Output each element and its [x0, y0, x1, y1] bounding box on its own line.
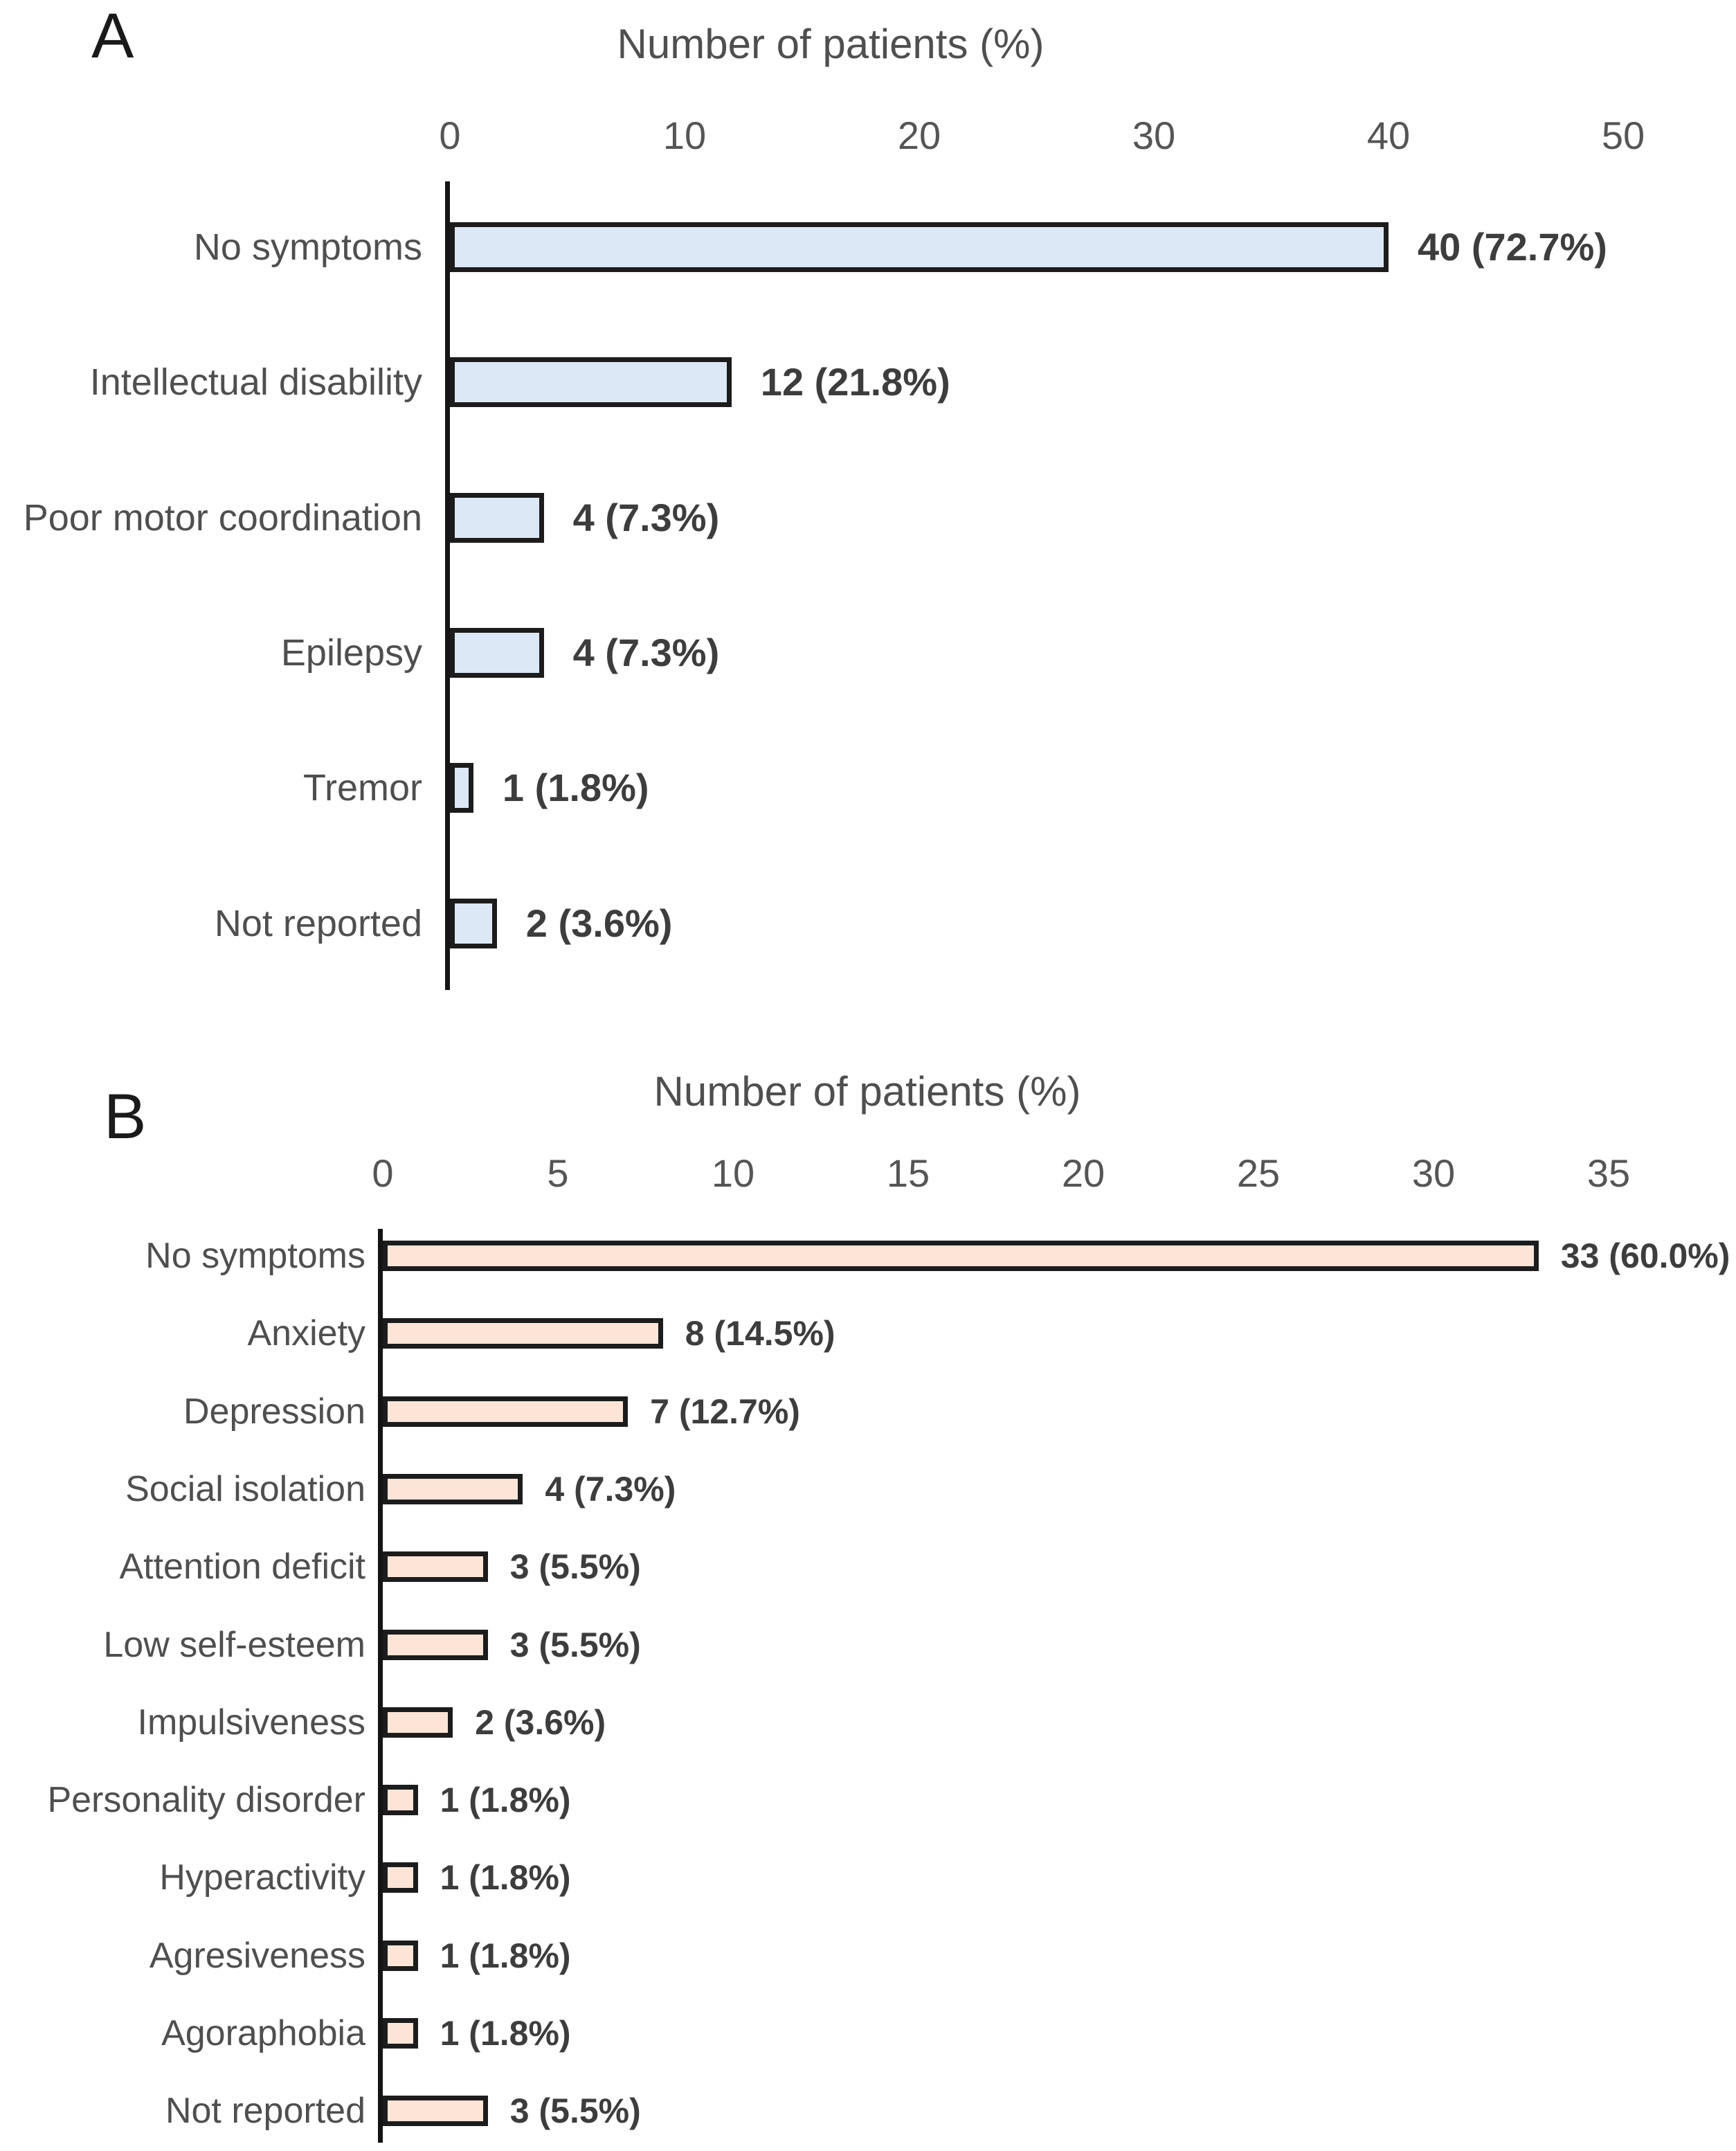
bar: [383, 2018, 418, 2049]
value-label: 40 (72.7%): [1418, 225, 1607, 269]
value-label: 1 (1.8%): [440, 1781, 571, 1820]
bar: [383, 1551, 488, 1583]
value-label: 7 (12.7%): [650, 1392, 800, 1431]
value-label: 1 (1.8%): [440, 2014, 571, 2053]
x-tick-label: 25: [1236, 1151, 1281, 1195]
bar: [383, 1241, 1539, 1271]
category-label: Epilepsy: [280, 631, 422, 674]
x-tick-label: 0: [439, 114, 461, 157]
bar: [383, 1785, 418, 1816]
x-tick-label: 40: [1366, 114, 1411, 157]
value-label: 1 (1.8%): [440, 1858, 571, 1898]
value-label: 1 (1.8%): [440, 1936, 571, 1975]
chart-a-y-axis-line: [445, 181, 450, 990]
value-label: 4 (7.3%): [572, 630, 720, 674]
chart-b-title: Number of patients (%): [653, 1068, 1081, 1115]
bar: [450, 627, 544, 678]
category-label: Low self-esteem: [103, 1624, 365, 1665]
x-tick-label: 30: [1132, 114, 1176, 157]
chart-b-y-axis-line: [378, 1229, 383, 2143]
x-tick-label: 50: [1601, 114, 1645, 157]
x-tick-label: 20: [897, 114, 941, 157]
value-label: 3 (5.5%): [509, 1547, 641, 1587]
x-tick-label: 5: [547, 1151, 569, 1195]
value-label: 4 (7.3%): [572, 495, 720, 539]
value-label: 33 (60.0%): [1560, 1236, 1730, 1275]
category-label: Personality disorder: [47, 1780, 365, 1821]
category-label: Poor motor coordination: [23, 496, 422, 539]
bar: [383, 1318, 663, 1349]
bar: [450, 492, 544, 543]
value-label: 2 (3.6%): [525, 901, 673, 945]
category-label: Intellectual disability: [89, 361, 422, 404]
category-label: Attention deficit: [119, 1547, 365, 1587]
chart-a: A Number of patients (%) 0 10 20 30 40 50 No …: [0, 0, 1736, 1007]
value-label: 12 (21.8%): [760, 360, 950, 404]
category-label: Tremor: [303, 767, 422, 809]
x-tick-label: 15: [886, 1151, 930, 1195]
category-label: Not reported: [214, 902, 422, 944]
bar: [450, 357, 732, 408]
bar: [450, 763, 473, 813]
x-tick-label: 0: [372, 1151, 394, 1195]
x-tick-label: 20: [1061, 1151, 1105, 1195]
bar: [383, 1473, 523, 1504]
value-label: 1 (1.8%): [502, 766, 649, 810]
category-label: Not reported: [165, 2091, 365, 2132]
category-label: No symptoms: [193, 226, 422, 268]
chart-b: B Number of patients (%) 0 5 10 15 20 25 30 35 …: [0, 1007, 1736, 2151]
value-label: 3 (5.5%): [509, 2091, 641, 2131]
value-label: 4 (7.3%): [545, 1469, 676, 1509]
bar: [383, 1940, 418, 1971]
category-label: Anxiety: [247, 1313, 365, 1354]
value-label: 8 (14.5%): [685, 1314, 835, 1353]
value-label: 3 (5.5%): [509, 1625, 641, 1664]
x-tick-label: 10: [662, 114, 707, 157]
category-label: Agresiveness: [149, 1935, 365, 1976]
x-tick-label: 10: [711, 1151, 755, 1195]
value-label: 2 (3.6%): [475, 1702, 606, 1742]
bar: [383, 1862, 418, 1893]
category-label: Hyperactivity: [159, 1857, 365, 1898]
category-label: No symptoms: [145, 1236, 365, 1276]
chart-a-title: Number of patients (%): [617, 21, 1045, 67]
category-label: Agoraphobia: [161, 2013, 365, 2053]
category-label: Impulsiveness: [137, 1702, 365, 1743]
bar: [383, 1707, 453, 1738]
panel-a-label: A: [91, 1, 134, 71]
x-tick-label: 30: [1411, 1151, 1456, 1195]
bar: [383, 1396, 629, 1427]
bar: [383, 1629, 488, 1660]
panel-b-label: B: [104, 1081, 147, 1152]
bar: [450, 222, 1389, 272]
bar: [450, 898, 497, 948]
category-label: Depression: [183, 1391, 365, 1432]
category-label: Social isolation: [125, 1468, 365, 1509]
x-tick-label: 35: [1586, 1151, 1631, 1195]
bar: [383, 2096, 488, 2127]
